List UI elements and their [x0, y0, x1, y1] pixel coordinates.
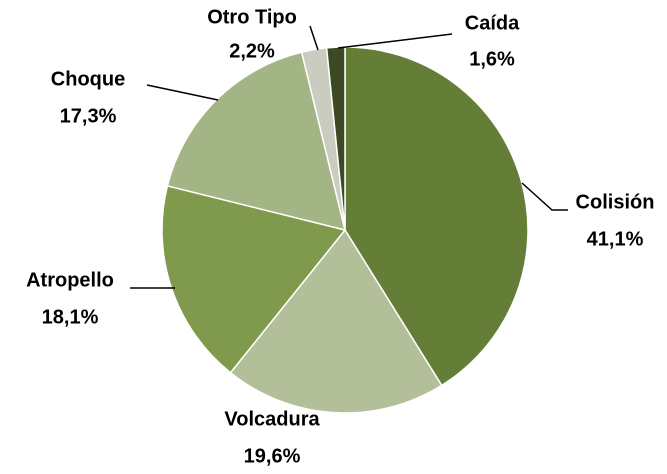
pie-slice	[344, 46, 529, 387]
slice-label: Colisión	[576, 191, 655, 213]
leader-line	[521, 182, 568, 211]
slice-label: Atropello	[26, 269, 114, 291]
slice-value-label: 2,2%	[229, 40, 275, 62]
slice-value-label: 19,6%	[244, 445, 301, 467]
slice-label: Choque	[51, 68, 125, 90]
slice-label: Caída	[465, 12, 520, 34]
slice-value-label: 18,1%	[42, 306, 99, 328]
pie-slice	[229, 228, 443, 414]
slice-value-label: 1,6%	[469, 48, 515, 70]
slice-value-label: 17,3%	[60, 105, 117, 127]
slice-value-label: 41,1%	[587, 228, 644, 250]
leader-line	[337, 33, 453, 49]
leader-line	[146, 84, 219, 101]
slice-label: Otro Tipo	[207, 6, 297, 28]
leader-line	[309, 25, 319, 51]
slice-label: Volcadura	[224, 408, 320, 430]
